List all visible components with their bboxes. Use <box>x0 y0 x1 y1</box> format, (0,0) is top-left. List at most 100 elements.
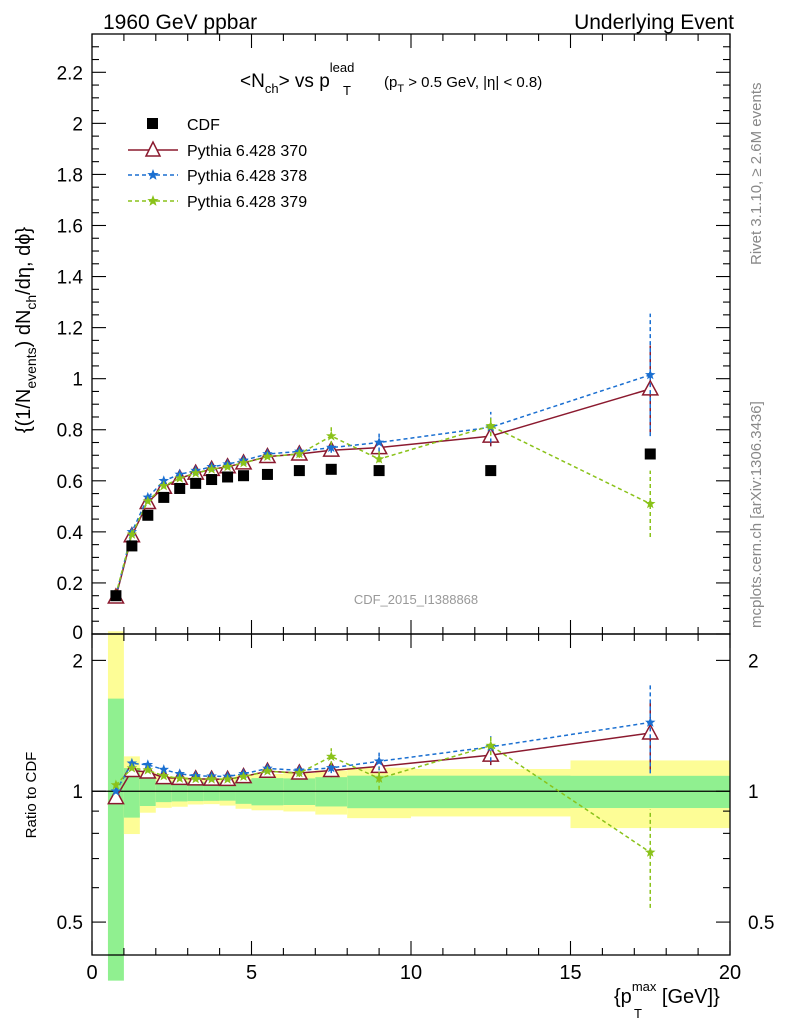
data-point <box>644 448 656 460</box>
data-point <box>206 474 218 486</box>
legend-star-379 <box>147 195 159 206</box>
ratio-point-star <box>174 772 185 783</box>
plot-title-sub: T <box>343 83 351 98</box>
legend-label-379: Pythia 6.428 379 <box>187 194 307 211</box>
y-tick-label-main: 0.8 <box>57 421 83 442</box>
series-point-star <box>190 467 201 478</box>
y-tick-label-main: 1 <box>72 370 83 391</box>
series-line-2 <box>115 425 651 595</box>
ratio-point-star <box>294 767 305 778</box>
ratio-series <box>107 682 660 908</box>
data-point <box>293 465 305 477</box>
y-tick-label-main: 2.2 <box>57 63 83 84</box>
ratio-point-star <box>238 771 249 781</box>
y-axis-label-main: {(1/Nevents) dNch/dη, dϕ} <box>13 227 39 434</box>
series-point-star <box>238 457 249 468</box>
legend-marker-378 <box>147 169 159 180</box>
ratio-plot-frame <box>91 633 731 956</box>
ratio-point-star <box>373 772 385 783</box>
series-point-star <box>373 437 385 447</box>
series-point-star <box>373 453 385 464</box>
legend: CDF Pythia 6.428 370 Pythia 6.428 378 Py… <box>128 117 307 211</box>
x-tick-label: 5 <box>246 962 257 984</box>
y-tick-label-main: 1.6 <box>57 216 83 237</box>
series-point-star <box>158 480 169 491</box>
ratio-point-star <box>126 762 138 773</box>
y-tick-label-main: 1.4 <box>57 268 84 289</box>
x-tick-label: 15 <box>559 962 581 984</box>
series-point-star <box>645 498 656 509</box>
ratio-point-star <box>142 764 154 775</box>
y-tick-label-main: 0.4 <box>57 523 84 544</box>
ratio-point-star <box>326 751 337 761</box>
data-point <box>174 482 186 494</box>
series-point-star <box>645 369 656 380</box>
ratio-band-inner <box>107 698 124 981</box>
ratio-point-star <box>110 779 122 790</box>
legend-marker-379 <box>147 195 159 206</box>
watermark: CDF_2015_I1388868 <box>354 592 478 607</box>
y-axis-label-ratio: Ratio to CDF <box>23 752 40 839</box>
ratio-point-star <box>262 765 273 776</box>
rivet-version: Rivet 3.1.10, ≥ 2.6M events <box>748 83 765 266</box>
ratio-point-triangle <box>107 788 125 805</box>
series-point-star <box>222 461 233 472</box>
ratio-point-star <box>373 755 385 766</box>
data-point <box>190 477 202 489</box>
data-point <box>126 540 138 552</box>
x-tick-label: 0 <box>86 962 97 984</box>
y-tick-label-ratio: 0.5 <box>57 913 83 934</box>
ratio-band-inner <box>123 768 140 818</box>
y-tick-label-main: 0.2 <box>57 574 83 595</box>
series-point-star <box>158 475 169 486</box>
legend-star-378 <box>147 169 159 180</box>
y-tick-label-main: 0.6 <box>57 472 83 493</box>
y-tick-label-main: 1.8 <box>57 165 83 186</box>
data-point <box>325 463 337 475</box>
y-tick-label-ratio-right: 2 <box>748 651 759 672</box>
ratio-point-star <box>190 773 201 784</box>
series-point-star <box>262 451 273 461</box>
plot-title: <Nch> vs plead <box>240 60 354 96</box>
series-point-star <box>326 430 337 441</box>
series-point-star <box>126 528 138 539</box>
ratio-point-star <box>645 846 656 857</box>
legend-marker-370 <box>144 140 162 157</box>
data-point <box>261 468 273 480</box>
ratio-point-star <box>326 762 337 773</box>
main-data-points <box>110 448 656 602</box>
data-point <box>238 470 250 482</box>
data-point <box>373 465 385 477</box>
series-point-star <box>206 463 217 474</box>
ratio-band-inner <box>411 775 571 809</box>
x-axis-label-sub: T <box>634 1006 642 1021</box>
y-tick-label-main: 1.2 <box>57 319 83 340</box>
data-point <box>485 465 497 477</box>
data-point <box>158 491 170 503</box>
x-tick-label: 20 <box>719 962 741 984</box>
ratio-point-star <box>645 716 656 727</box>
header-right: Underlying Event <box>574 11 734 34</box>
axes: 0 5 10 15 20 0.2 0.4 0.6 0.8 1 1.2 1.4 1.6 1.8 2 2.2 0 0.… <box>57 34 774 984</box>
data-point <box>222 471 234 483</box>
series-point-star <box>142 495 154 506</box>
mcplots-credit: mcplots.cern.ch [arXiv:1306.3436] <box>748 401 765 628</box>
ratio-point-triangle <box>641 723 660 740</box>
ratio-point-star <box>158 764 169 774</box>
y-tick-label-main: 2 <box>72 114 83 135</box>
series-point-triangle <box>641 379 660 396</box>
data-point <box>142 509 154 521</box>
y-tick-label-main-zero: 0 <box>72 623 83 644</box>
series-point-star <box>294 448 305 459</box>
ratio-band-inner <box>570 775 730 809</box>
series-point-star <box>326 442 337 453</box>
legend-label-378: Pythia 6.428 378 <box>187 168 307 185</box>
series-point-star <box>485 420 496 431</box>
ratio-point-star <box>206 773 217 784</box>
y-tick-label-ratio-right: 0.5 <box>748 913 774 934</box>
x-tick-label: 10 <box>400 962 422 984</box>
legend-marker-cdf <box>147 118 158 129</box>
data-point <box>110 590 122 602</box>
x-axis-label: {pmax [GeV]} <box>614 979 720 1008</box>
